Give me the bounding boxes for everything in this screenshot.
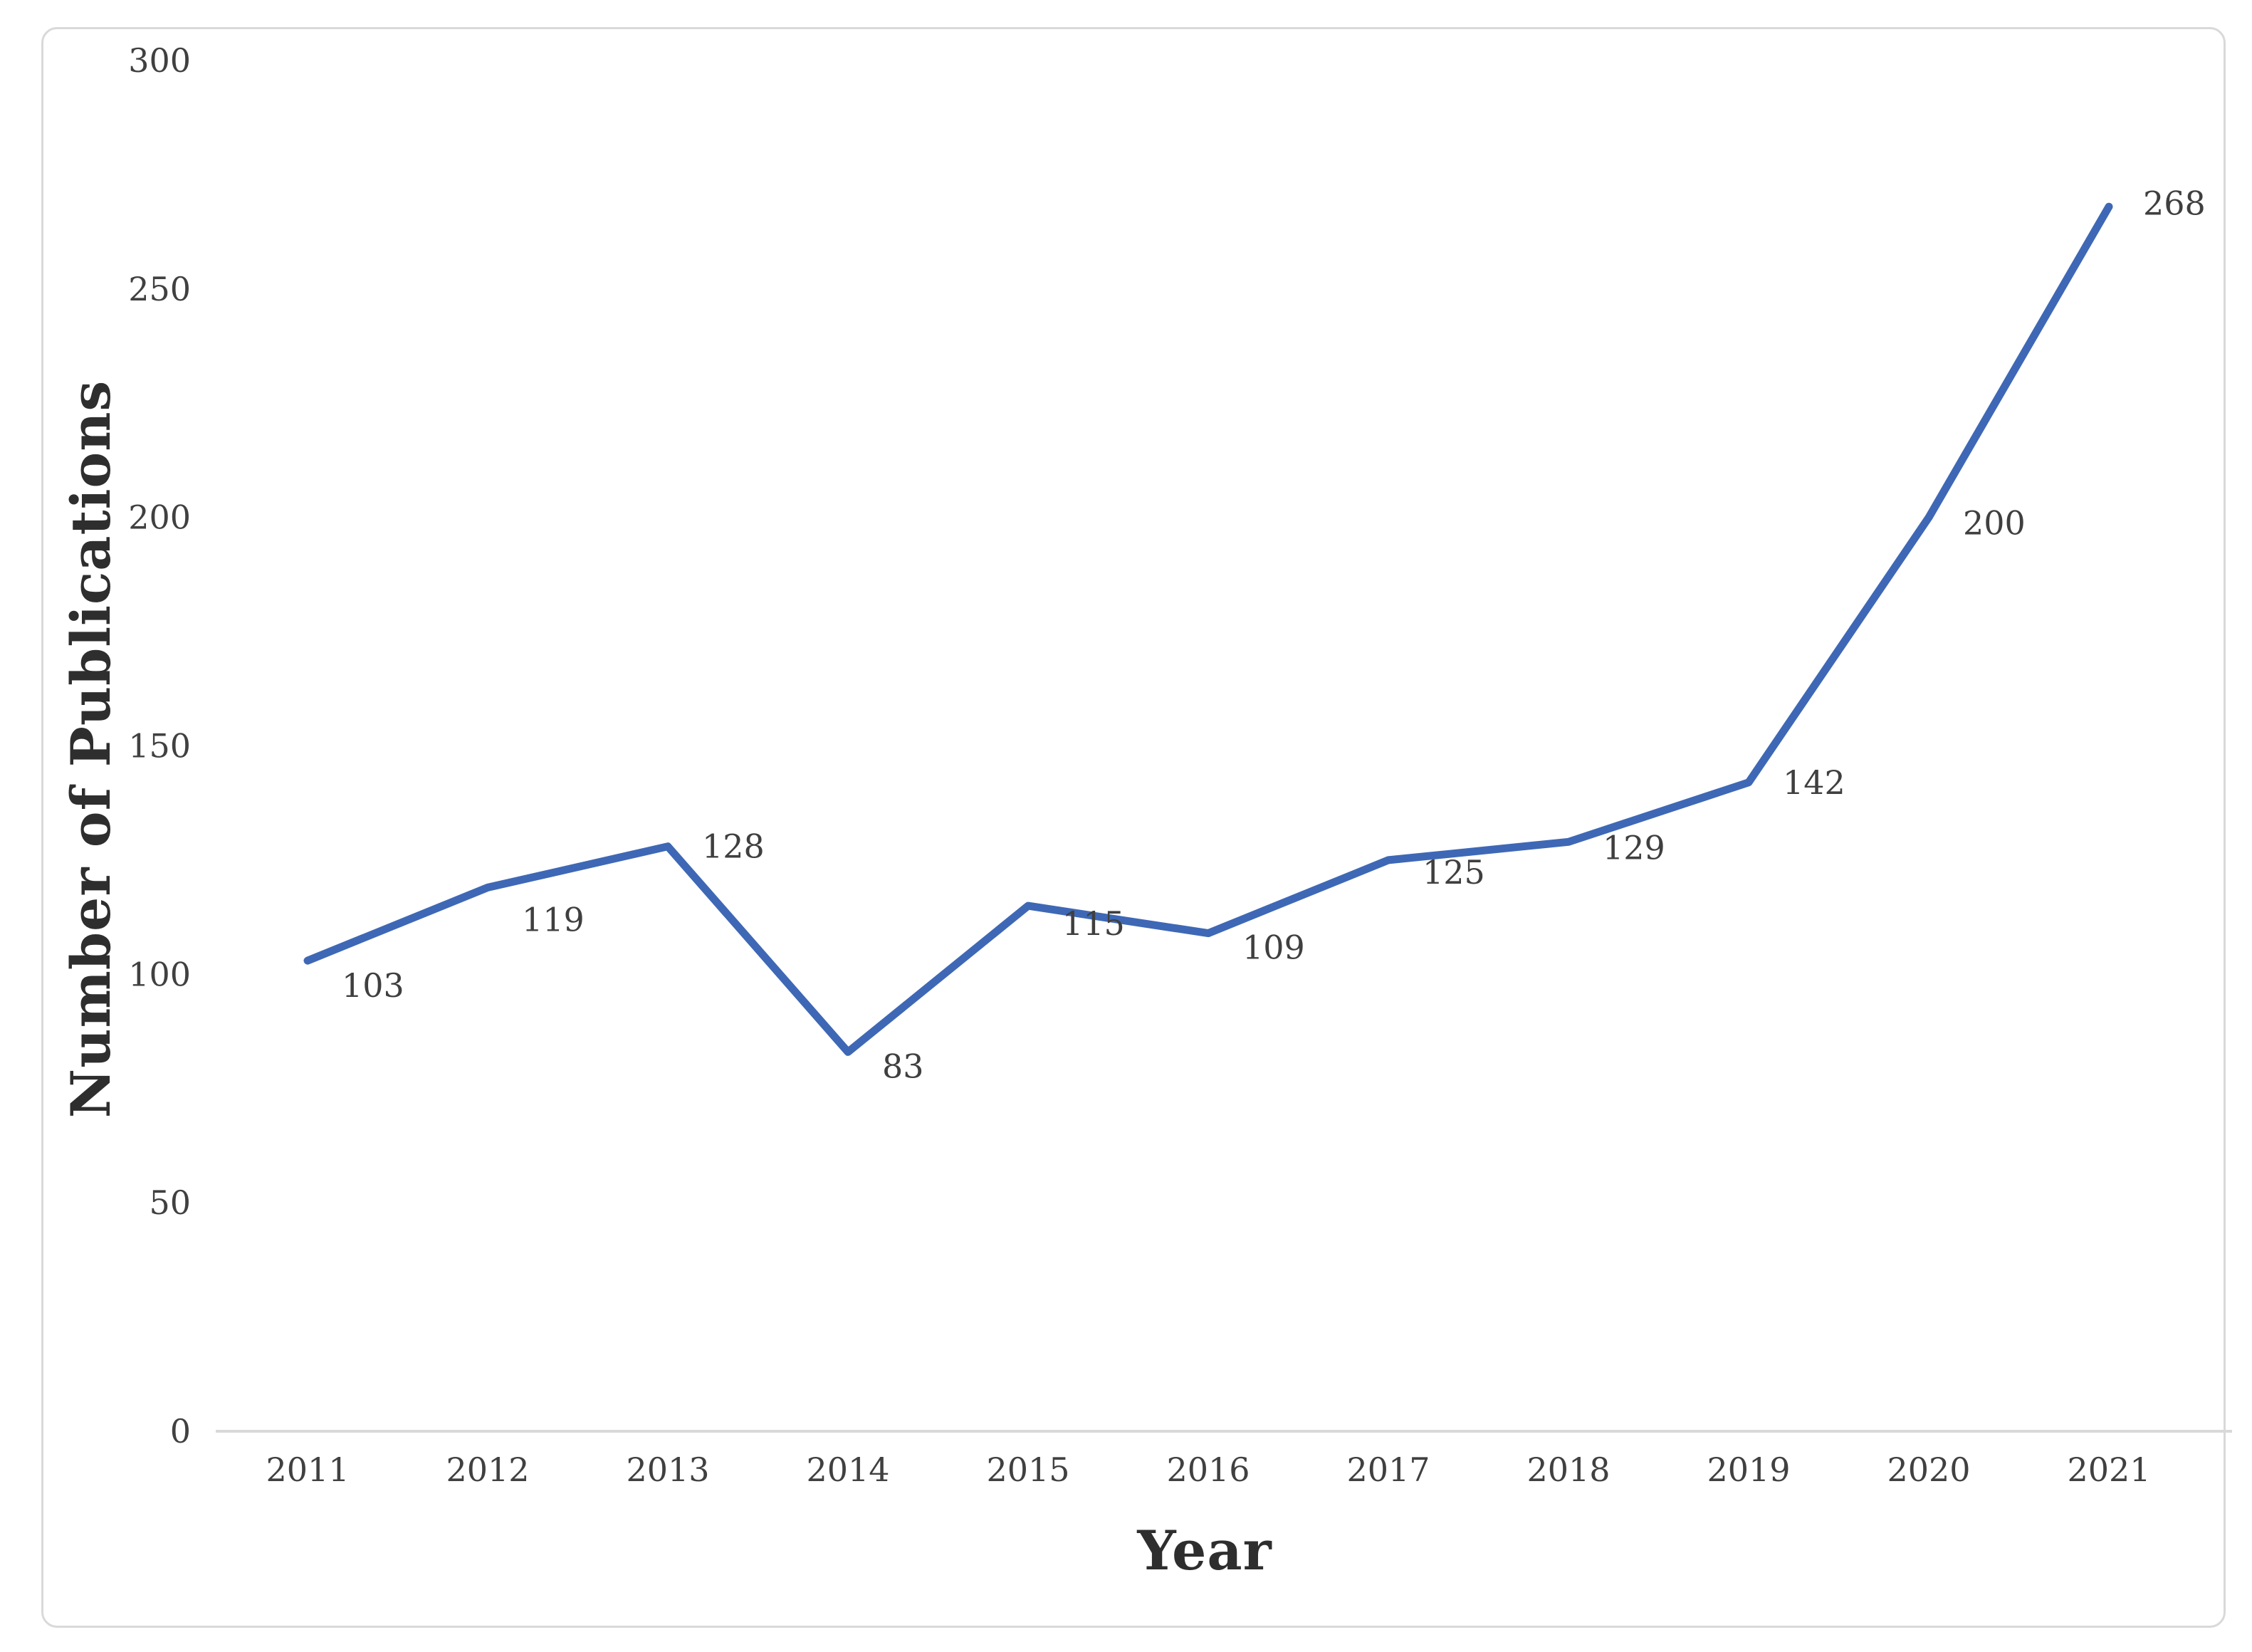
data-point-label: 83 [882, 1047, 924, 1085]
data-point-label: 119 [522, 900, 585, 939]
y-tick-label: 250 [128, 270, 191, 308]
y-tick-label: 200 [128, 498, 191, 537]
y-tick-label: 0 [170, 1412, 191, 1450]
x-tick-label: 2011 [266, 1450, 349, 1489]
y-tick-label: 100 [128, 955, 191, 993]
x-tick-label: 2019 [1707, 1450, 1790, 1489]
y-tick-label: 50 [149, 1183, 191, 1222]
data-point-label: 103 [342, 966, 404, 1005]
data-point-label: 115 [1062, 904, 1125, 943]
x-tick-label: 2021 [2067, 1450, 2150, 1489]
data-point-label: 125 [1423, 853, 1485, 892]
data-point-label: 200 [1963, 504, 2026, 543]
data-point-label: 109 [1242, 929, 1305, 967]
y-tick-label: 300 [128, 41, 191, 80]
x-tick-label: 2012 [446, 1450, 529, 1489]
x-tick-label: 2013 [626, 1450, 709, 1489]
data-point-label: 129 [1603, 828, 1665, 867]
chart-frame [41, 27, 2226, 1628]
data-point-label: 128 [702, 827, 765, 866]
y-tick-label: 150 [128, 727, 191, 765]
x-tick-label: 2017 [1346, 1450, 1430, 1489]
data-point-label: 142 [1783, 763, 1845, 802]
x-tick-label: 2018 [1526, 1450, 1610, 1489]
data-point-label: 268 [2143, 184, 2206, 222]
data-line [303, 202, 2113, 1056]
y-axis-title: Number of Publications [59, 380, 122, 1119]
x-tick-label: 2020 [1887, 1450, 1970, 1489]
x-tick-label: 2015 [986, 1450, 1069, 1489]
x-axis-title: Year [1137, 1519, 1272, 1582]
x-tick-label: 2014 [806, 1450, 889, 1489]
x-tick-label: 2016 [1166, 1450, 1250, 1489]
